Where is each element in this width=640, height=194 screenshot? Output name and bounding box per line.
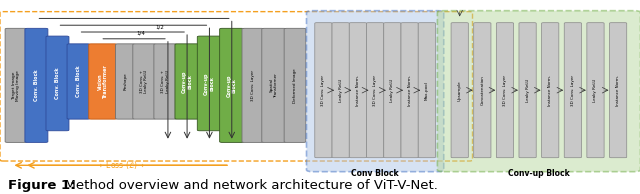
Text: Method overview and network architecture of ViT-V-Net.: Method overview and network architecture… [56,179,438,192]
FancyBboxPatch shape [384,23,401,158]
FancyBboxPatch shape [242,28,264,142]
Text: Concatenation: Concatenation [481,75,484,105]
Text: Conv Block: Conv Block [351,169,399,178]
Text: 3D Conv. Layer: 3D Conv. Layer [321,75,325,106]
Text: Instance Norm.: Instance Norm. [356,75,360,106]
FancyBboxPatch shape [418,23,435,158]
FancyBboxPatch shape [349,23,367,158]
FancyBboxPatch shape [401,23,418,158]
FancyBboxPatch shape [437,11,640,172]
FancyBboxPatch shape [497,23,513,158]
Text: Conv. Block: Conv. Block [76,66,81,97]
Text: Conv. Block: Conv. Block [34,69,39,101]
Text: Max-pool: Max-pool [425,81,429,100]
Text: Instance Norm.: Instance Norm. [616,75,620,106]
FancyBboxPatch shape [175,44,199,119]
FancyBboxPatch shape [587,23,604,158]
Text: Vision
Transformer: Vision Transformer [98,65,108,98]
FancyBboxPatch shape [133,44,156,119]
FancyBboxPatch shape [367,23,384,158]
Text: Target Image
Moving Image: Target Image Moving Image [12,70,20,101]
FancyBboxPatch shape [315,23,332,158]
FancyBboxPatch shape [332,23,349,158]
FancyBboxPatch shape [609,23,627,158]
Text: $\rightarrow$ Loss ($\mathcal{L}$) $\leftarrow$: $\rightarrow$ Loss ($\mathcal{L}$) $\lef… [94,159,148,171]
Text: 3D Conv. +
Leaky ReLU: 3D Conv. + Leaky ReLU [161,70,170,93]
Text: Upsample: Upsample [458,80,461,100]
FancyBboxPatch shape [284,28,306,142]
FancyBboxPatch shape [307,11,444,172]
FancyBboxPatch shape [67,44,90,119]
Text: Leaky ReLU: Leaky ReLU [593,79,598,102]
Text: Conv. Block: Conv. Block [55,68,60,99]
Text: 1/2: 1/2 [155,24,164,29]
Text: Leaky ReLU: Leaky ReLU [390,79,394,102]
FancyBboxPatch shape [519,23,536,158]
FancyBboxPatch shape [474,23,491,158]
FancyBboxPatch shape [220,28,244,142]
FancyBboxPatch shape [197,36,221,131]
Text: 1/4: 1/4 [136,31,145,36]
FancyBboxPatch shape [25,28,48,142]
FancyBboxPatch shape [89,44,117,119]
Text: 3D Conv. +
Leaky ReLU: 3D Conv. + Leaky ReLU [140,70,148,93]
Text: Leaky ReLU: Leaky ReLU [525,79,529,102]
Text: Deformed Image: Deformed Image [293,68,297,103]
FancyBboxPatch shape [116,44,135,119]
FancyBboxPatch shape [451,23,468,158]
FancyBboxPatch shape [262,28,286,142]
Text: Instance Norm.: Instance Norm. [548,75,552,106]
Text: 3D Conv. Layer: 3D Conv. Layer [571,75,575,106]
Text: Spatial
Transformer: Spatial Transformer [270,73,278,98]
Text: Instance Norm.: Instance Norm. [408,75,412,106]
Text: 3D Conv. Layer: 3D Conv. Layer [251,70,255,101]
FancyBboxPatch shape [564,23,582,158]
Text: Conv-up
Block: Conv-up Block [204,72,214,95]
FancyBboxPatch shape [5,28,27,142]
Text: Figure 1:: Figure 1: [8,179,75,192]
Text: 3D Conv. Layer: 3D Conv. Layer [503,75,507,106]
Text: 3D Conv. Layer: 3D Conv. Layer [373,75,377,106]
Text: Reshape: Reshape [123,73,127,90]
FancyBboxPatch shape [46,36,69,131]
Text: Conv-up
Block: Conv-up Block [227,74,237,97]
Text: Conv-up Block: Conv-up Block [508,169,570,178]
FancyBboxPatch shape [154,44,177,119]
Text: Conv-up
Block: Conv-up Block [182,70,192,93]
Text: Leaky ReLU: Leaky ReLU [339,79,342,102]
FancyBboxPatch shape [541,23,559,158]
